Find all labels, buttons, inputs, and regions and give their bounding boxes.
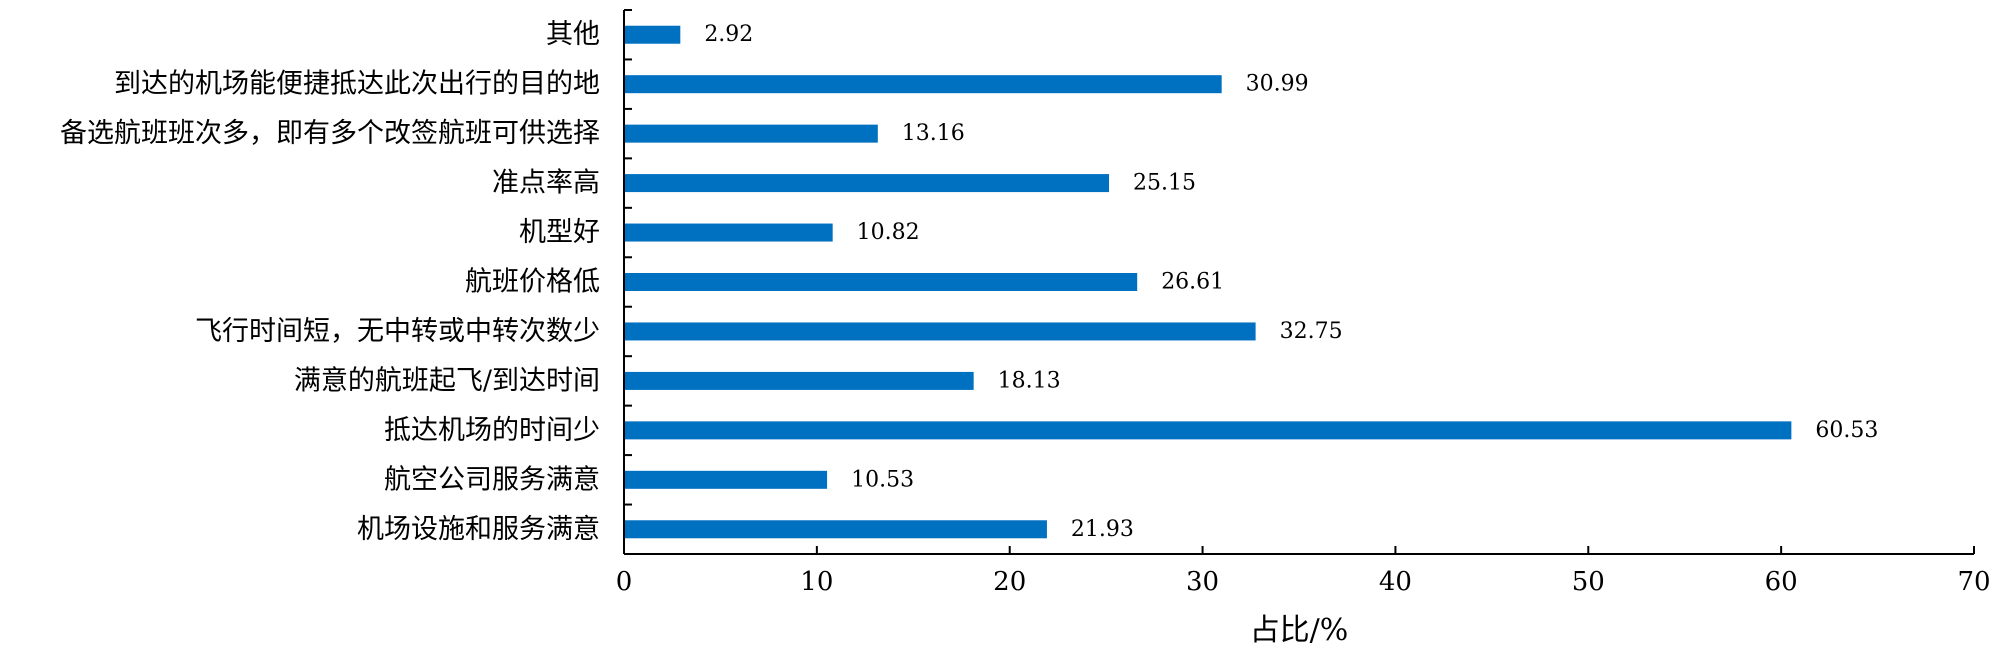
bar: [624, 124, 878, 143]
category-label: 准点率高: [492, 168, 600, 199]
y-tick-marks-group: [624, 9, 632, 555]
category-label: 飞行时间短，无中转或中转次数少: [195, 316, 600, 347]
category-label: 备选航班班次多，即有多个改签航班可供选择: [60, 118, 600, 149]
x-tick-label: 20: [993, 567, 1026, 597]
data-label: 25.15: [1133, 171, 1196, 196]
bar: [624, 421, 1792, 440]
bars-group: [624, 25, 1792, 539]
x-tick-label: 10: [800, 567, 833, 597]
bar: [624, 25, 681, 44]
bar: [624, 273, 1138, 291]
x-tick-label: 60: [1765, 567, 1798, 597]
data-label: 18.13: [998, 368, 1061, 393]
bar: [624, 371, 974, 390]
bar: [624, 322, 1256, 341]
data-label: 32.75: [1280, 319, 1343, 344]
data-label: 13.16: [902, 121, 965, 146]
bar: [624, 75, 1222, 94]
category-label: 到达的机场能便捷抵达此次出行的目的地: [114, 69, 600, 100]
category-label: 航空公司服务满意: [384, 464, 600, 495]
bar: [624, 174, 1110, 193]
data-labels-group: 2.92 30.99 13.16 25.15 10.82 26.61 32.75 18.13 6…: [704, 22, 1878, 542]
category-label: 机场设施和服务满意: [357, 514, 600, 545]
x-ticks-group: 0 10 20 30 40 50 60 70: [616, 546, 1991, 597]
data-label: 2.92: [704, 22, 753, 47]
data-label: 10.53: [851, 467, 914, 492]
category-label: 满意的航班起飞/到达时间: [294, 365, 600, 396]
x-tick-label: 70: [1957, 567, 1990, 597]
data-label: 26.61: [1161, 270, 1224, 295]
data-label: 60.53: [1815, 418, 1878, 443]
x-tick-label: 0: [616, 567, 633, 597]
category-label: 航班价格低: [465, 267, 600, 298]
bar: [624, 520, 1047, 539]
data-label: 30.99: [1246, 72, 1309, 97]
category-labels-group: 其他到达的机场能便捷抵达此次出行的目的地备选航班班次多，即有多个改签航班可供选择…: [60, 19, 600, 545]
data-label: 21.93: [1071, 517, 1134, 542]
data-label: 10.82: [857, 220, 920, 245]
bar: [624, 470, 828, 489]
x-tick-label: 40: [1379, 567, 1412, 597]
category-label: 抵达机场的时间少: [384, 415, 600, 446]
x-axis-title: 占比/%: [1250, 613, 1349, 648]
category-label: 机型好: [519, 217, 600, 248]
bar: [624, 223, 833, 242]
x-tick-label: 30: [1186, 567, 1219, 597]
x-tick-label: 50: [1572, 567, 1605, 597]
category-label: 其他: [546, 19, 600, 50]
